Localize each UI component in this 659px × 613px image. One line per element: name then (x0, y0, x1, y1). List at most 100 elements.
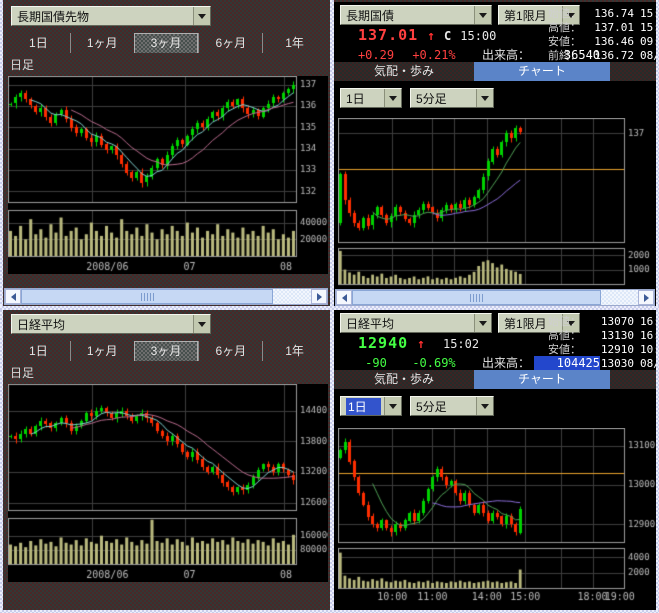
symbol-select-value: 長期国債先物 (17, 9, 90, 24)
volume-value: 104425 (534, 355, 601, 370)
bar-type-select-value: 5分足 (416, 91, 447, 106)
high-label: 高値： (548, 330, 581, 342)
intraday-candlestick-chart (338, 118, 656, 286)
scroll-thumb[interactable] (352, 290, 601, 305)
tab-1day[interactable]: 1日 (29, 344, 48, 358)
scroll-right-button[interactable] (311, 289, 327, 304)
high-value: 137.01 (594, 20, 634, 34)
symbol-select-value: 長期国債 (346, 8, 395, 23)
scroll-left-button[interactable] (336, 290, 352, 305)
chevron-down-icon[interactable] (474, 6, 491, 24)
prev-close-value: 136.72 (594, 48, 634, 62)
contract-select[interactable]: 第1限月 (498, 5, 580, 25)
low-time: 09: (640, 34, 656, 48)
scroll-right-button[interactable] (638, 290, 654, 305)
tab-chart[interactable]: チャート (474, 370, 610, 389)
last-price: 12940 (358, 334, 409, 352)
bar-type-select-value: 5分足 (416, 399, 447, 414)
last-time: 15:02 (442, 337, 480, 351)
scroll-thumb[interactable] (21, 289, 274, 304)
low-label: 安値： (548, 344, 581, 356)
chevron-down-icon[interactable] (193, 315, 210, 333)
chevron-down-icon[interactable] (562, 6, 579, 24)
volume-value: 36540 (563, 47, 601, 62)
tab-quotes[interactable]: 気配・歩み (373, 372, 434, 386)
scroll-track[interactable] (21, 289, 311, 304)
tab-1year[interactable]: 1年 (262, 33, 326, 53)
open-value: 136.74 (594, 6, 634, 20)
up-arrow-icon: ↑ (427, 29, 436, 44)
view-tabs: 気配・歩み チャート (334, 370, 656, 389)
chevron-down-icon[interactable] (562, 314, 579, 332)
scroll-left-button[interactable] (5, 289, 21, 304)
panel-nikkei-quote: 日経平均 第1限月 始値： 13070 16: 高値： 13130 16: 安値： 129… (334, 310, 656, 610)
volume-label: 出来高： (482, 356, 531, 370)
tab-3month[interactable]: 3ヶ月 (133, 341, 199, 361)
daily-candlestick-chart (8, 384, 328, 582)
prev-close-time: 08/ (640, 48, 656, 62)
symbol-select[interactable]: 日経平均 (11, 314, 211, 334)
up-arrow-icon: ↑ (417, 337, 425, 352)
symbol-select-value: 日経平均 (346, 316, 395, 331)
range-tabs: 1日 1ヶ月 3ヶ月 6ヶ月 1年 (7, 33, 326, 53)
volume-label: 出来高： (482, 48, 531, 62)
symbol-select[interactable]: 日経平均 (340, 313, 492, 333)
chevron-down-icon[interactable] (476, 89, 493, 107)
low-time: 10: (640, 342, 656, 356)
high-time: 15: (640, 20, 656, 34)
contract-select[interactable]: 第1限月 (498, 313, 580, 333)
tab-quotes[interactable]: 気配・歩み (373, 64, 434, 78)
range-tabs: 1日 1ヶ月 3ヶ月 6ヶ月 1年 (7, 341, 326, 361)
open-label: 始値： (548, 316, 581, 328)
change-value: +0.29 (357, 47, 395, 62)
symbol-select[interactable]: 長期国債 (340, 5, 492, 25)
scroll-track[interactable] (352, 290, 638, 305)
tab-1day[interactable]: 1日 (29, 36, 48, 50)
h-scrollbar[interactable] (335, 289, 655, 306)
interval-select[interactable]: 1日 (340, 396, 402, 416)
ohlc-info: 始値： 136.74 15: 高値： 137.01 15: 安値： 136.46 09: 前… (548, 5, 656, 63)
last-price: 137.01 (358, 26, 419, 44)
high-time: 16: (640, 328, 656, 342)
change-percent: +0.21% (412, 47, 456, 62)
h-scrollbar[interactable] (4, 288, 328, 305)
intraday-candlestick-chart (338, 428, 656, 606)
prev-close-value: 13030 (600, 356, 634, 370)
period-label: 日足 (10, 58, 35, 72)
chevron-down-icon[interactable] (476, 397, 493, 415)
tab-1month[interactable]: 1ヶ月 (69, 341, 134, 361)
view-tabs: 気配・歩み チャート (334, 62, 656, 81)
bar-type-select[interactable]: 5分足 (410, 396, 494, 416)
chevron-down-icon[interactable] (384, 89, 401, 107)
window-border-bottom (0, 610, 659, 613)
chevron-down-icon[interactable] (474, 314, 491, 332)
tab-chart[interactable]: チャート (474, 62, 610, 81)
tab-3month[interactable]: 3ヶ月 (133, 33, 199, 53)
chevron-down-icon[interactable] (384, 397, 401, 415)
tab-1year[interactable]: 1年 (262, 341, 326, 361)
symbol-select-value: 日経平均 (17, 317, 66, 332)
change-value: -90 (365, 355, 387, 370)
contract-select-value: 第1限月 (504, 316, 547, 331)
high-label: 高値： (548, 22, 581, 34)
low-value: 136.46 (594, 34, 634, 48)
bar-type-select[interactable]: 5分足 (410, 88, 494, 108)
contract-select-value: 第1限月 (504, 8, 547, 23)
period-label: 日足 (10, 366, 35, 380)
panel-bond-quote: 長期国債 第1限月 始値： 136.74 15: 高値： 137.01 15: 安値： 1… (334, 2, 656, 306)
open-time: 15: (640, 6, 656, 20)
panel-nikkei-daily: 日経平均 1日 1ヶ月 3ヶ月 6ヶ月 1年 日足 (3, 310, 330, 610)
tab-1month[interactable]: 1ヶ月 (69, 33, 134, 53)
open-label: 始値： (548, 8, 581, 20)
interval-select[interactable]: 1日 (340, 88, 402, 108)
chevron-down-icon[interactable] (193, 7, 210, 25)
change-percent: -0.69% (412, 355, 456, 370)
daily-candlestick-chart (8, 76, 328, 274)
panel-bond-futures-daily: 長期国債先物 1日 1ヶ月 3ヶ月 6ヶ月 1年 日足 (3, 2, 330, 306)
prev-close-time: 08/ (640, 356, 656, 370)
open-time: 16: (640, 314, 656, 328)
tab-6month[interactable]: 6ヶ月 (198, 341, 262, 361)
panel-divider-horizontal (0, 306, 659, 310)
symbol-select[interactable]: 長期国債先物 (11, 6, 211, 26)
tab-6month[interactable]: 6ヶ月 (198, 33, 262, 53)
